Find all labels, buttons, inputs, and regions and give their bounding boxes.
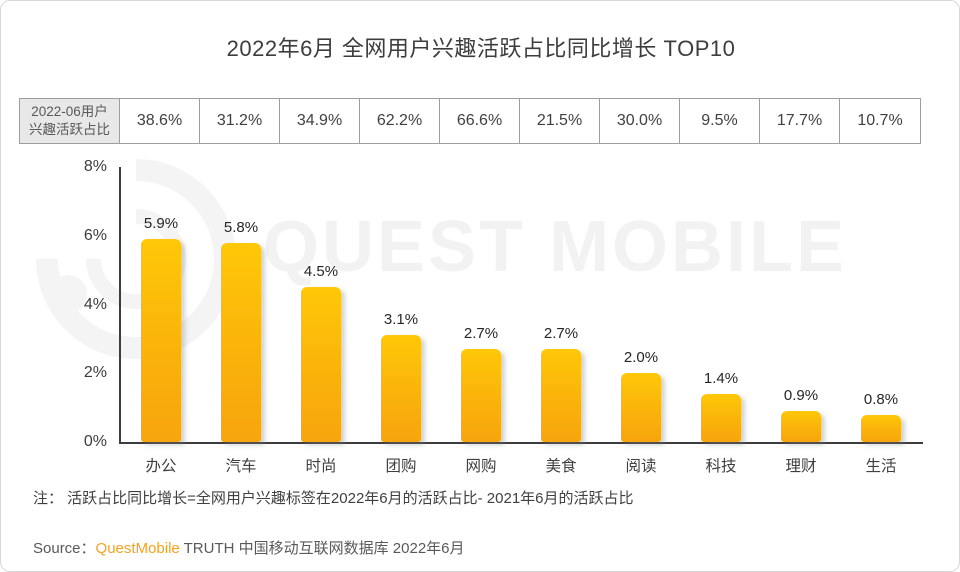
questmobile-logo-dot-icon (49, 275, 87, 313)
bar-value-label: 4.5% (303, 263, 339, 281)
bar-value-label: 5.9% (143, 215, 179, 233)
page-title: 2022年6月 全网用户兴趣活跃占比同比增长 TOP10 (226, 36, 736, 61)
x-axis-category-label: 阅读 (625, 458, 657, 475)
table-cell: 31.2% (200, 99, 280, 143)
x-axis-category-label: 汽车 (225, 458, 257, 475)
bar-value-label: 3.1% (383, 311, 419, 329)
source-label: Source： (33, 540, 96, 557)
bar-value-label: 0.8% (863, 390, 899, 408)
x-axis-category-label: 美食 (545, 458, 577, 475)
bar-时尚 (301, 287, 341, 442)
y-axis-tick-label: 0% (83, 433, 107, 450)
table-cell: 17.7% (760, 99, 840, 143)
source-line: Source：QuestMobile TRUTH 中国移动互联网数据库 2022… (33, 537, 465, 558)
bar-value-label: 5.8% (223, 218, 259, 236)
bar-科技 (701, 393, 741, 442)
x-axis-category-label: 办公 (145, 458, 177, 475)
questmobile-text-watermark: QUEST MOBILE (263, 207, 848, 287)
table-cell: 21.5% (520, 99, 600, 143)
y-axis-tick-label: 2% (83, 364, 107, 382)
table-cell: 62.2% (360, 99, 440, 143)
bar-团购 (381, 335, 421, 442)
table-cell: 10.7% (840, 99, 920, 143)
x-axis-category-label: 生活 (865, 458, 897, 475)
bar-value-label: 2.7% (463, 325, 499, 343)
bar-理财 (781, 411, 821, 442)
bar-美食 (541, 349, 581, 442)
table-cell: 30.0% (600, 99, 680, 143)
table-values: 38.6% 31.2% 34.9% 62.2% 66.6% 21.5% 30.0% 9.5% 1… (120, 99, 920, 143)
bar-办公 (141, 239, 181, 442)
table-header-line1: 2022-06用户 (31, 104, 108, 120)
table-cell: 38.6% (120, 99, 200, 143)
x-axis-category-label: 时尚 (305, 458, 337, 475)
bar-value-label: 2.0% (623, 349, 659, 367)
x-axis-category-label: 科技 (705, 458, 737, 475)
bar-value-label: 2.7% (543, 325, 579, 343)
y-axis-tick-label: 8% (83, 158, 107, 175)
footnote: 注： 活跃占比同比增长=全网用户兴趣标签在2022年6月的活跃占比- 2021年… (33, 490, 634, 507)
bar-value-label: 1.4% (703, 369, 739, 387)
y-axis-tick-label: 6% (83, 226, 107, 244)
bar-chart-plot-area: 0% 2% 4% 6% 8% 5.9% 办公 5.8% 汽车 4.5% 时尚 3.1% 团购 2.7% 网购… (84, 158, 923, 475)
table-cell: 34.9% (280, 99, 360, 143)
x-axis-category-label: 网购 (465, 458, 497, 475)
source-rest: TRUTH 中国移动互联网数据库 2022年6月 (179, 540, 465, 557)
table-cell: 66.6% (440, 99, 520, 143)
bar-value-label: 0.9% (783, 387, 819, 405)
table-cell: 9.5% (680, 99, 760, 143)
bar-阅读 (621, 373, 661, 442)
x-axis-category-label: 团购 (385, 458, 417, 475)
source-brand: QuestMobile (95, 540, 180, 557)
y-axis-tick-label: 4% (83, 295, 107, 313)
table-header-line2: 兴趣活跃占比 (29, 122, 110, 137)
table-header-cell: 2022-06用户 兴趣活跃占比 (20, 99, 120, 143)
bar-汽车 (221, 242, 261, 442)
bar-生活 (861, 414, 901, 442)
interest-ratio-table: 2022-06用户 兴趣活跃占比 38.6% 31.2% 34.9% 62.2% 66.… (19, 98, 921, 144)
bar-网购 (461, 349, 501, 442)
x-axis-category-label: 理财 (785, 458, 817, 475)
